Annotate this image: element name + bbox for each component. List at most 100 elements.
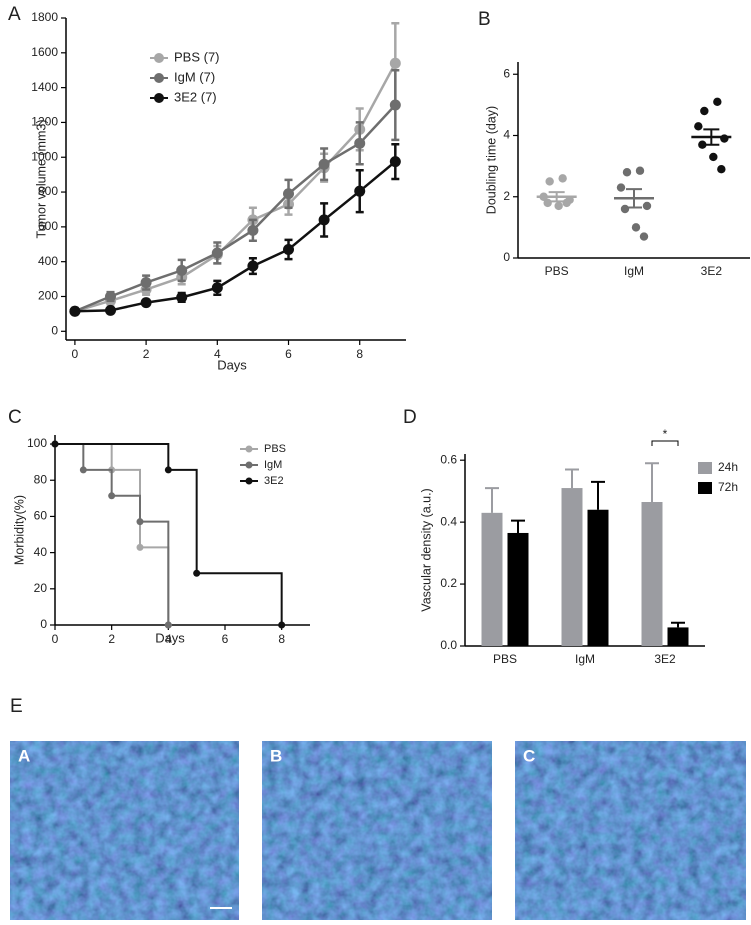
data-point [140, 277, 152, 289]
y-tick-label: 0.4 [440, 514, 457, 528]
step-segment [83, 468, 113, 496]
series-line [74, 160, 397, 313]
legend-label: PBS (7) [174, 49, 220, 64]
y-tick-label: 1600 [31, 45, 58, 59]
data-point [720, 134, 729, 143]
y-tick-label: 0 [503, 250, 510, 264]
legend-label: IgM [264, 459, 282, 471]
data-point [554, 201, 563, 211]
error-bar [671, 621, 685, 628]
step-segment [111, 494, 141, 522]
data-point [354, 185, 366, 197]
data-point [389, 57, 401, 69]
y-tick-label: 2 [503, 189, 510, 203]
legend-marker [154, 93, 164, 103]
data-point [108, 492, 116, 500]
data-point [713, 97, 722, 107]
data-point [247, 260, 259, 272]
micrograph [515, 741, 746, 920]
data-point [278, 621, 286, 629]
micrograph [262, 741, 492, 920]
step-segment [55, 443, 170, 470]
legend-label: 24h [718, 460, 738, 474]
data-point [709, 152, 718, 162]
step-segment [140, 520, 170, 625]
data-point [631, 223, 641, 232]
data-point [283, 243, 295, 255]
legend-swatch [698, 462, 712, 474]
data-point [79, 466, 87, 474]
data-point [389, 156, 401, 168]
x-tick-label: 2 [108, 632, 115, 646]
y-tick-label: 20 [34, 581, 48, 595]
data-point [318, 214, 330, 226]
x-tick-label: 0 [72, 347, 79, 361]
y-tick-label: 60 [34, 509, 48, 523]
data-point [211, 282, 223, 294]
y-tick-label: 400 [38, 254, 58, 268]
sem-bar [548, 191, 565, 203]
legend-marker [245, 461, 253, 469]
legend-marker [154, 53, 164, 63]
legend-marker [154, 73, 164, 83]
y-axis-label: Doubling time (day) [484, 106, 498, 214]
data-point [176, 264, 188, 276]
data-point [105, 290, 117, 302]
series-line [74, 62, 397, 313]
bar [641, 502, 663, 646]
y-tick-label: 0 [51, 323, 58, 337]
data-point [164, 621, 172, 629]
data-point [176, 291, 188, 303]
data-point [717, 164, 726, 174]
step-segment [196, 572, 283, 625]
y-tick-label: 80 [34, 472, 48, 486]
y-tick-label: 0.2 [440, 576, 457, 590]
bar [587, 509, 609, 646]
sem-bar [626, 188, 642, 209]
data-point [635, 166, 645, 175]
step-segment [168, 468, 198, 574]
data-point [164, 466, 172, 474]
data-point [700, 106, 709, 116]
panel-letter: B [478, 9, 491, 30]
x-tick-label: IgM [624, 264, 644, 278]
y-tick-label: 0.6 [440, 452, 457, 466]
legend-label: IgM (7) [174, 69, 215, 84]
x-axis-label: Days [217, 357, 247, 372]
x-tick-label: 6 [222, 632, 229, 646]
panel-letter: A [8, 4, 21, 25]
data-point [616, 183, 626, 192]
data-point [140, 297, 152, 309]
x-tick-label: 8 [278, 632, 285, 646]
bar [561, 488, 583, 646]
annotation: * [663, 427, 668, 441]
x-tick-label: 0 [52, 632, 59, 646]
y-tick-label: 800 [38, 184, 58, 198]
data-point [639, 232, 649, 241]
y-tick-label: 1200 [31, 115, 58, 129]
y-axis-label: Vascular density (a.u.) [419, 488, 433, 611]
image-label: B [270, 746, 282, 765]
data-point [543, 198, 552, 208]
x-tick-label: 3E2 [701, 264, 723, 278]
x-tick-label: 3E2 [654, 652, 676, 666]
legend-marker [245, 445, 253, 453]
data-point [354, 137, 366, 149]
bar [507, 532, 529, 646]
sem-bar [703, 128, 720, 146]
x-tick-label: 2 [143, 347, 150, 361]
significance-bracket [651, 440, 679, 446]
data-point [105, 304, 117, 316]
panel-letter: D [403, 407, 417, 428]
bar [667, 627, 689, 646]
x-tick-label: PBS [493, 652, 517, 666]
y-tick-label: 1000 [31, 149, 58, 163]
data-point [283, 188, 295, 200]
data-point [562, 198, 571, 208]
x-tick-label: PBS [545, 264, 569, 278]
legend-label: 3E2 (7) [174, 89, 217, 104]
y-tick-label: 600 [38, 219, 58, 233]
y-tick-label: 40 [34, 545, 48, 559]
y-tick-label: 4 [503, 128, 510, 142]
y-tick-label: 1400 [31, 80, 58, 94]
